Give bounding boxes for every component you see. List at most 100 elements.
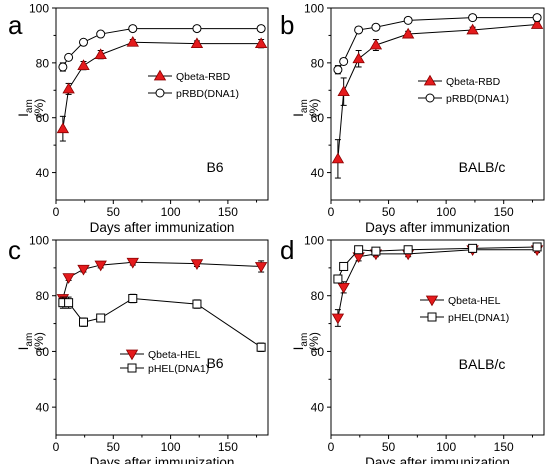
- data-point: [192, 24, 202, 34]
- data-point: [190, 259, 204, 270]
- y-axis-label: Iam: [16, 333, 35, 351]
- data-point: [64, 52, 74, 62]
- legend: Qbeta-HEL pHEL(DNA1): [420, 295, 509, 324]
- y-axis-label-main: I: [291, 113, 306, 117]
- legend-marker: [153, 69, 167, 81]
- strain-annotation: B6: [206, 355, 223, 371]
- data-point: [128, 24, 138, 34]
- series-Qbeta-RBD: [331, 18, 544, 179]
- y-tick-label: 100: [304, 2, 324, 16]
- data-point: [403, 245, 413, 255]
- series-Qbeta-HEL: [56, 257, 268, 305]
- data-point: [337, 282, 350, 294]
- legend-marker: [127, 363, 137, 373]
- x-tick-label: 150: [494, 440, 514, 454]
- legend-label: pHEL(DNA1): [448, 312, 509, 324]
- plot-frame: [55, 239, 269, 436]
- y-tick-label: 100: [304, 234, 324, 248]
- series-line: [62, 261, 262, 299]
- legend: Qbeta-HEL pHEL(DNA1): [120, 349, 209, 375]
- y-axis-label: Iam: [291, 99, 310, 117]
- data-point: [466, 23, 479, 35]
- y-axis-label-sub: am: [24, 99, 35, 113]
- data-point: [79, 37, 89, 47]
- series-Qbeta-RBD: [56, 35, 268, 142]
- panel-label: b: [280, 10, 294, 40]
- y-tick-label: 40: [311, 401, 325, 415]
- data-point: [468, 243, 478, 253]
- series-line: [337, 17, 538, 71]
- data-point: [401, 27, 415, 39]
- data-point: [79, 317, 89, 327]
- data-point: [56, 122, 70, 134]
- data-point: [256, 24, 266, 34]
- data-point: [532, 242, 542, 252]
- plot-frame: [330, 239, 545, 436]
- data-point: [128, 294, 138, 303]
- panel-label: c: [8, 235, 21, 265]
- x-tick-label: 100: [436, 440, 456, 454]
- data-point: [96, 29, 106, 39]
- data-point: [126, 35, 139, 47]
- data-point: [192, 299, 202, 309]
- legend-marker: [425, 295, 439, 307]
- data-point: [77, 59, 90, 70]
- y-tick-label: 80: [36, 289, 50, 303]
- data-point: [532, 13, 542, 23]
- data-point: [339, 261, 349, 271]
- y-axis-label-main: I: [291, 347, 306, 351]
- data-point: [62, 273, 75, 284]
- data-point: [254, 262, 268, 273]
- legend-marker: [125, 349, 139, 361]
- y-tick-label: 100: [29, 234, 49, 248]
- data-point: [333, 65, 343, 75]
- strain-annotation: BALB/c: [459, 356, 506, 372]
- data-point: [254, 37, 268, 49]
- data-point: [190, 37, 204, 49]
- x-tick-label: 100: [161, 205, 181, 219]
- data-point: [256, 342, 266, 352]
- x-tick-label: 150: [218, 440, 238, 454]
- x-axis-label: Days after immunization: [90, 220, 235, 235]
- x-tick-label: 150: [494, 205, 514, 219]
- series-line: [62, 41, 262, 129]
- y-tick-label: 40: [311, 166, 325, 180]
- series-pHEL(DNA1): [58, 293, 266, 352]
- panel-label: a: [8, 10, 23, 40]
- data-point: [94, 260, 107, 272]
- x-tick-label: 50: [107, 440, 121, 454]
- y-tick-label: 80: [311, 56, 325, 70]
- legend-label: pRBD(DNA1): [176, 88, 239, 100]
- legend-label: pHEL(DNA1): [148, 363, 209, 375]
- data-point: [64, 298, 74, 308]
- data-point: [371, 22, 381, 32]
- y-tick-label: 40: [36, 401, 50, 415]
- y-tick-label: 60: [36, 111, 50, 125]
- plot-frame: [55, 7, 269, 201]
- data-point: [331, 313, 345, 325]
- plot-frame: [330, 7, 545, 201]
- y-tick-label: 60: [311, 345, 325, 359]
- legend-marker: [423, 74, 437, 86]
- y-tick-label: 60: [311, 111, 325, 125]
- data-point: [331, 152, 345, 164]
- series-pHEL(DNA1): [333, 242, 542, 284]
- y-axis-unit: (%): [32, 332, 46, 351]
- series-Qbeta-HEL: [331, 245, 544, 327]
- legend: Qbeta-RBD pRBD(DNA1): [418, 74, 509, 105]
- legend-label: Qbeta-HEL: [448, 295, 501, 307]
- y-axis-label: Iam: [291, 333, 310, 351]
- x-tick-label: 0: [53, 205, 60, 219]
- series-line: [62, 297, 262, 348]
- data-point: [530, 18, 544, 29]
- data-point: [352, 52, 365, 64]
- data-point: [333, 274, 343, 284]
- x-tick-label: 50: [382, 440, 396, 454]
- data-point: [94, 48, 107, 60]
- x-axis-label: Days after immunization: [90, 455, 235, 464]
- panel-label: d: [280, 235, 294, 265]
- data-point: [77, 264, 90, 276]
